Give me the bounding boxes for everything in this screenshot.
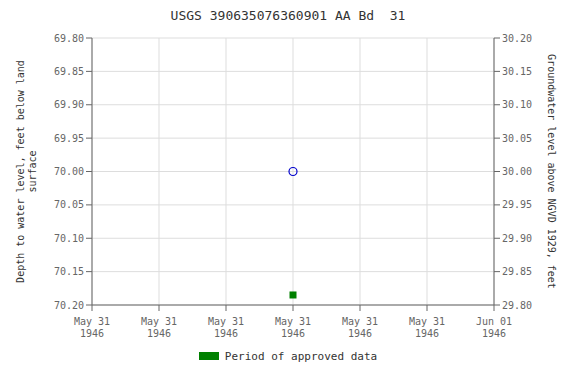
svg-text:May 311946: May 311946 — [208, 316, 244, 339]
svg-text:69.80: 69.80 — [54, 33, 84, 44]
svg-text:70.20: 70.20 — [54, 300, 84, 311]
svg-text:Groundwater level above NGVD 1: Groundwater level above NGVD 1929, feet — [546, 54, 557, 289]
svg-text:30.05: 30.05 — [502, 133, 532, 144]
svg-text:30.10: 30.10 — [502, 99, 532, 110]
svg-text:69.90: 69.90 — [54, 99, 84, 110]
svg-text:Depth to water level, feet bel: Depth to water level, feet below landsur… — [15, 60, 38, 283]
svg-text:30.15: 30.15 — [502, 66, 532, 77]
svg-text:69.85: 69.85 — [54, 66, 84, 77]
svg-text:70.00: 70.00 — [54, 166, 84, 177]
svg-text:29.80: 29.80 — [502, 300, 532, 311]
svg-text:69.95: 69.95 — [54, 133, 84, 144]
svg-text:May 311946: May 311946 — [275, 316, 311, 339]
svg-text:30.00: 30.00 — [502, 166, 532, 177]
svg-text:70.15: 70.15 — [54, 266, 84, 277]
svg-text:30.20: 30.20 — [502, 33, 532, 44]
svg-text:70.10: 70.10 — [54, 233, 84, 244]
svg-text:29.95: 29.95 — [502, 199, 532, 210]
svg-text:29.85: 29.85 — [502, 266, 532, 277]
svg-text:29.90: 29.90 — [502, 233, 532, 244]
html-text:USGS 390635076360901 AA Bd 31: USGS 390635076360901 AA Bd 31 — [170, 8, 406, 23]
svg-text:May 311946: May 311946 — [342, 316, 378, 339]
svg-text:May 311946: May 311946 — [74, 316, 110, 339]
svg-text:Jun 011946: Jun 011946 — [476, 316, 512, 339]
svg-text:May 311946: May 311946 — [141, 316, 177, 339]
html-text:Period of approved data: Period of approved data — [224, 349, 378, 363]
svg-text:70.05: 70.05 — [54, 199, 84, 210]
svg-text:May 311946: May 311946 — [409, 316, 445, 339]
